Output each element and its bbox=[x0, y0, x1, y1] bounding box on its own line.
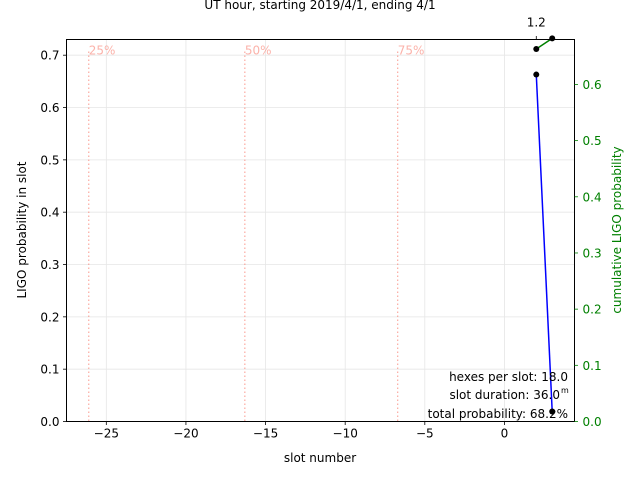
y-right-tick-label: 0.4 bbox=[583, 190, 602, 204]
y-tick-label: 0.0 bbox=[40, 415, 59, 429]
slot-duration-unit: m bbox=[561, 386, 569, 395]
y-right-tick-label: 0.2 bbox=[583, 303, 602, 317]
x-axis: −25 −20 −15 −10 −5 0 bbox=[94, 421, 509, 441]
y-axis-label: LIGO probability in slot bbox=[15, 161, 29, 298]
y-right-tick-label: 0.0 bbox=[583, 415, 602, 429]
cumulative-probability-line bbox=[535, 37, 553, 50]
y-right-tick-label: 0.3 bbox=[583, 246, 602, 260]
cumulative-probability-point bbox=[549, 35, 556, 42]
grid bbox=[66, 39, 575, 422]
hexes-per-slot-annotation: hexes per slot: 18.0 bbox=[449, 370, 568, 384]
y-axis-right-label: cumulative LIGO probability bbox=[610, 146, 624, 313]
x-axis-label: slot number bbox=[284, 451, 356, 465]
total-probability-annotation: total probability: 68.2% bbox=[428, 407, 568, 421]
y-tick-label: 0.6 bbox=[40, 101, 59, 115]
series bbox=[533, 35, 556, 415]
percentile-label: 75% bbox=[398, 44, 425, 58]
y-axis-left: 0.0 0.1 0.2 0.3 0.4 0.5 0.6 0.7 bbox=[40, 49, 67, 429]
x-tick-label: −10 bbox=[333, 427, 358, 441]
x-tick-label: −20 bbox=[173, 427, 198, 441]
top-axis: 1.2 bbox=[527, 16, 546, 40]
x-tick-label: −25 bbox=[94, 427, 119, 441]
slot-duration-annotation: slot duration: 36.0 bbox=[449, 388, 560, 402]
plot-frame bbox=[66, 39, 575, 422]
y-right-tick-label: 0.6 bbox=[583, 78, 602, 92]
slot-probability-point bbox=[533, 71, 540, 78]
chart-title: UT hour, starting 2019/4/1, ending 4/1 bbox=[204, 0, 435, 12]
x-tick-label: −5 bbox=[416, 427, 434, 441]
y-tick-label: 0.2 bbox=[40, 310, 59, 324]
x-tick-label: 0 bbox=[501, 427, 509, 441]
y-tick-label: 0.5 bbox=[40, 153, 59, 167]
y-right-tick-label: 0.5 bbox=[583, 134, 602, 148]
percentile-label: 25% bbox=[89, 44, 116, 58]
y-tick-label: 0.1 bbox=[40, 363, 59, 377]
y-tick-label: 0.3 bbox=[40, 258, 59, 272]
top-tick-label: 1.2 bbox=[527, 16, 546, 30]
slot-probability-point bbox=[549, 408, 556, 415]
x-tick-label: −15 bbox=[253, 427, 278, 441]
y-right-tick-label: 0.1 bbox=[583, 359, 602, 373]
y-tick-label: 0.7 bbox=[40, 49, 59, 63]
percentile-lines: 25% 50% 75% bbox=[88, 44, 425, 422]
cumulative-probability-point bbox=[533, 46, 540, 53]
slot-probability-line bbox=[535, 74, 553, 412]
y-axis-right: 0.0 0.1 0.2 0.3 0.4 0.5 0.6 bbox=[574, 78, 602, 429]
y-tick-label: 0.4 bbox=[40, 206, 59, 220]
percentile-label: 50% bbox=[245, 44, 272, 58]
